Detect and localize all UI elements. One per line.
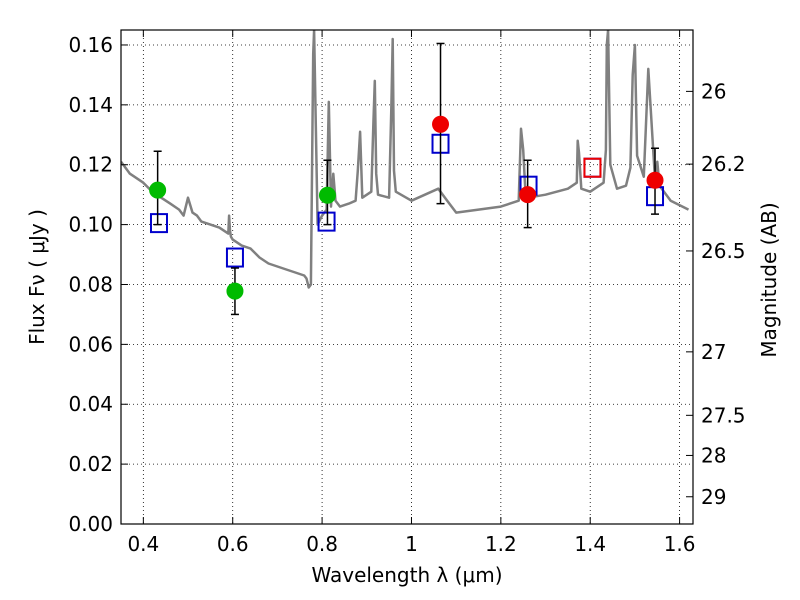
- model-square-point: [149, 213, 168, 234]
- model-square-point: [583, 157, 602, 178]
- y-axis-label: Flux Fν ( μJy ): [25, 209, 49, 345]
- y-tick-label: 0.02: [68, 452, 113, 476]
- y2-tick-label: 26.5: [701, 239, 746, 263]
- y2-tick-label: 27.5: [701, 403, 746, 427]
- x-tick-label: 1.4: [574, 532, 606, 556]
- y2-tick-label: 26: [701, 79, 726, 103]
- spectrum-line: [121, 30, 690, 289]
- x-tick-label: 1.2: [485, 532, 517, 556]
- y-tick-label: 0.16: [68, 33, 113, 57]
- ticks: 0.4 0.6 0.8 1 1.2 1.4 1.6 0.00 0.02 0.04 0.06 0.08 0…: [68, 30, 746, 556]
- flux-circle-point: [646, 171, 664, 189]
- x-tick-label: 0.8: [306, 532, 338, 556]
- y-tick-label: 0.08: [68, 272, 113, 296]
- y2-axis-label: Magnitude (AB): [757, 202, 781, 357]
- data-layer: [121, 30, 690, 316]
- y-tick-label: 0.04: [68, 392, 113, 416]
- x-tick-label: 0.4: [127, 532, 159, 556]
- plot-frame: [120, 29, 694, 525]
- y-tick-label: 0.14: [68, 93, 113, 117]
- y-tick-label: 0.00: [68, 512, 113, 536]
- x-tick-label: 1.6: [664, 532, 696, 556]
- flux-circle-point: [226, 282, 244, 300]
- y2-tick-label: 26.2: [701, 152, 746, 176]
- flux-circle-point: [432, 115, 450, 133]
- y2-tick-label: 27: [701, 340, 726, 364]
- y2-tick-label: 28: [701, 443, 726, 467]
- x-axis-label: Wavelength λ (μm): [311, 563, 502, 587]
- flux-circle-point: [149, 181, 167, 199]
- model-square-point: [317, 211, 336, 232]
- flux-circle-point: [519, 186, 537, 204]
- x-tick-label: 0.6: [217, 532, 249, 556]
- x-tick-label: 1: [405, 532, 418, 556]
- y2-tick-label: 29: [701, 485, 726, 509]
- y-tick-label: 0.06: [68, 332, 113, 356]
- model-square-point: [225, 247, 244, 268]
- y-tick-label: 0.12: [68, 153, 113, 177]
- flux-circle-point: [318, 186, 336, 204]
- y-tick-label: 0.10: [68, 213, 113, 237]
- grid: [121, 30, 693, 524]
